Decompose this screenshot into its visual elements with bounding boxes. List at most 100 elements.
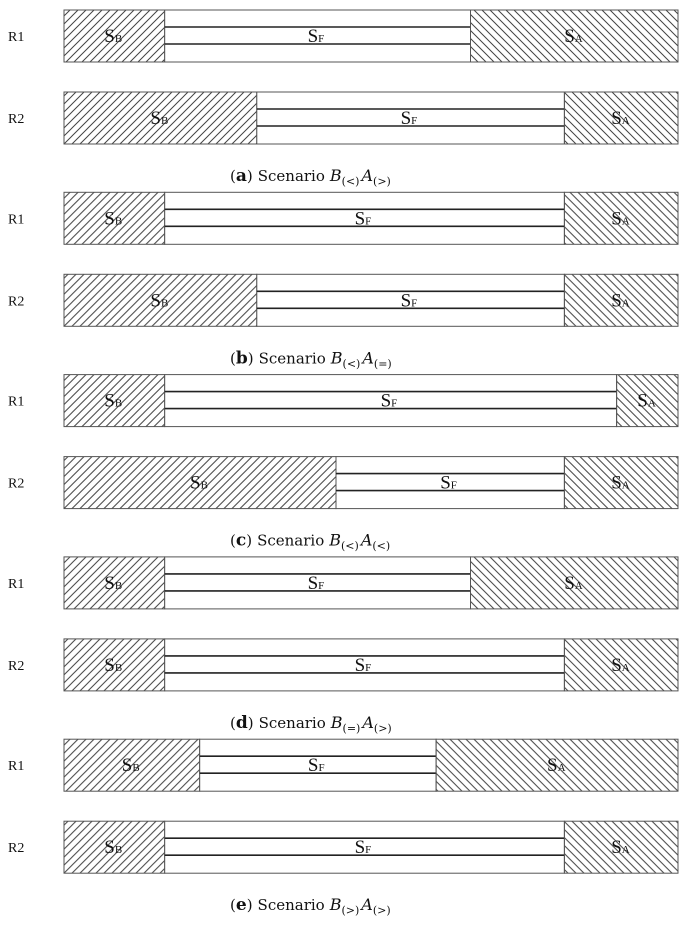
segment-before: SB (63, 556, 166, 610)
segment-label-main: S (104, 208, 115, 229)
panel-caption: (c) Scenario B(<) A(<) (230, 531, 390, 553)
segment-label-main: S (308, 573, 319, 594)
segment-label-sub: B (115, 580, 122, 592)
caption-open-paren: ( (230, 349, 236, 367)
segment-label-main: S (637, 391, 648, 412)
segment-label-main: S (611, 473, 622, 494)
segment-label-sub: F (365, 215, 371, 227)
caption-letter: e (236, 895, 247, 915)
segment-label-sub: B (201, 480, 208, 492)
segment-before-block (63, 556, 166, 610)
segment-label-main: S (401, 290, 412, 311)
segment-after: SA (470, 556, 679, 610)
segment-label-sub: F (365, 662, 371, 674)
segment-label-sub: F (318, 33, 324, 45)
segment-label-sub: B (132, 762, 139, 774)
segment-before: SB (63, 191, 166, 245)
caption-letter: d (236, 713, 248, 733)
segment-label-main: S (440, 473, 451, 494)
segment-after-block (563, 820, 679, 874)
caption-a-var: A (360, 713, 374, 732)
segment-feature-label: SF (355, 208, 372, 229)
segment-after-label: SA (611, 290, 630, 311)
segment-feature-block (164, 638, 565, 692)
segment-label-sub: A (648, 398, 656, 410)
segment-label-main: S (381, 391, 392, 412)
segment-after: SA (563, 91, 679, 145)
segment-after-label: SA (564, 573, 583, 594)
segment-after-label: SA (611, 655, 630, 676)
segment-before: SB (63, 9, 166, 63)
panel-caption: (b) Scenario B(<) A(=) (230, 348, 392, 370)
segment-before: SB (63, 273, 258, 327)
caption-letter: c (236, 531, 246, 551)
segment-feature-label: SF (401, 108, 418, 129)
segment-label-sub: B (115, 398, 122, 410)
segment-after-label: SA (547, 755, 566, 776)
segment-before-label: SB (150, 108, 168, 129)
row-label: R1 (8, 30, 24, 45)
segment-after: SA (563, 638, 679, 692)
segment-after-block (435, 738, 679, 792)
segment-feature: SF (164, 374, 618, 428)
caption-word: Scenario (257, 532, 324, 550)
caption-word: Scenario (258, 896, 325, 914)
row-label: R1 (8, 212, 24, 227)
caption-b-var: B (328, 531, 341, 550)
segment-label-main: S (355, 655, 366, 676)
caption-word: Scenario (258, 167, 325, 185)
segment-feature: SF (256, 91, 565, 145)
segment-label-sub: B (161, 115, 168, 127)
segment-label-sub: A (622, 480, 630, 492)
segment-feature: SF (256, 273, 565, 327)
segment-label-main: S (611, 655, 622, 676)
segment-label-main: S (308, 26, 319, 47)
row-label: R2 (8, 294, 24, 309)
segment-label-main: S (308, 755, 319, 776)
row-label: R1 (8, 759, 24, 774)
segment-feature: SF (335, 456, 565, 510)
caption-a-var: A (359, 531, 373, 550)
caption-letter: b (236, 348, 248, 368)
segment-feature: SF (164, 9, 471, 63)
caption-a-var: A (360, 348, 374, 367)
panel-caption: (d) Scenario B(=) A(>) (230, 713, 392, 735)
segment-after: SA (563, 191, 679, 245)
segment-label-sub: A (622, 215, 630, 227)
segment-feature-label: SF (381, 391, 398, 412)
caption-b-var: B (329, 895, 342, 914)
segment-feature-block (164, 820, 565, 874)
segment-label-main: S (564, 573, 575, 594)
segment-feature: SF (164, 638, 565, 692)
segment-label-sub: A (575, 33, 583, 45)
segment-after-label: SA (611, 837, 630, 858)
segment-before-label: SB (122, 755, 140, 776)
segment-before-label: SB (104, 655, 122, 676)
segment-after-block (470, 556, 679, 610)
segment-after-label: SA (611, 208, 630, 229)
segment-label-main: S (355, 208, 366, 229)
caption-b-var: B (329, 166, 342, 185)
segment-label-main: S (611, 290, 622, 311)
segment-label-main: S (150, 108, 161, 129)
caption-close-paren: ) (246, 532, 252, 550)
caption-a-var: A (359, 166, 373, 185)
segment-before-block (63, 273, 258, 327)
caption-word: Scenario (259, 714, 326, 732)
segment-before-label: SB (104, 208, 122, 229)
segment-label-sub: F (391, 398, 397, 410)
segment-after-block (563, 191, 679, 245)
segment-label-main: S (104, 391, 115, 412)
segment-before: SB (63, 91, 258, 145)
segment-after: SA (563, 273, 679, 327)
caption-b-sub: (<) (342, 175, 360, 188)
caption-close-paren: ) (247, 167, 253, 185)
segment-feature-block (164, 9, 471, 63)
segment-label-sub: A (622, 297, 630, 309)
caption-close-paren: ) (247, 896, 253, 914)
